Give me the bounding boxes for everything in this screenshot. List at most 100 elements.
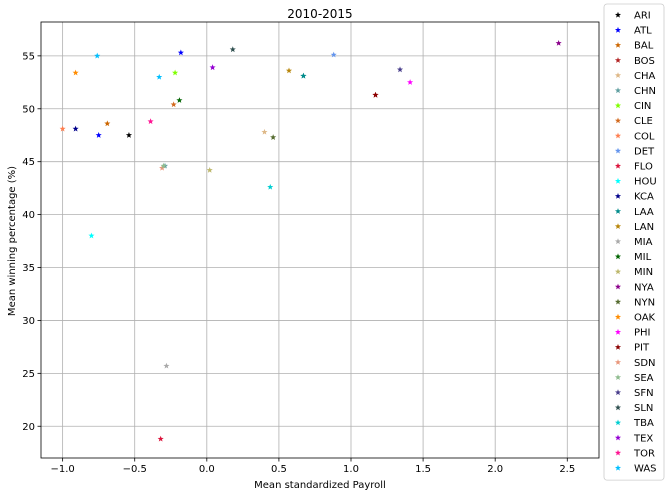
legend-marker — [614, 238, 622, 245]
legend-label: TEX — [633, 433, 653, 444]
legend-label: PIT — [634, 343, 650, 354]
point-cin — [172, 69, 179, 76]
x-tick-label: −0.5 — [123, 464, 147, 475]
legend-label: FLO — [634, 162, 653, 173]
point-cle — [170, 101, 177, 108]
legend-marker — [614, 72, 622, 78]
point-oak — [72, 69, 79, 76]
point-flo — [157, 435, 164, 442]
x-tick-label: 1.5 — [415, 464, 431, 475]
y-tick-label: 20 — [22, 422, 35, 433]
legend-label: PHI — [634, 328, 651, 339]
data-point — [156, 73, 163, 80]
legend[interactable]: ARI ATL BAL BOS CHA CHN CIN CLE COL DET FLO HOU KCA L… — [603, 3, 665, 481]
legend-marker — [614, 449, 622, 456]
legend-marker — [614, 117, 622, 124]
x-tick-label: 0.5 — [271, 464, 287, 475]
legend-label: BOS — [634, 56, 655, 67]
legend-marker — [614, 208, 622, 214]
legend-label: HOU — [634, 177, 657, 188]
legend-label: SLN — [634, 403, 653, 414]
point-nyn — [270, 134, 277, 140]
point-col — [59, 125, 66, 132]
x-tick-label: 2.5 — [559, 464, 575, 475]
x-tick-label: 0.0 — [199, 464, 215, 475]
legend-label: MIL — [634, 252, 652, 263]
point-tba — [267, 183, 274, 190]
legend-marker — [614, 177, 622, 184]
y-tick-label: 35 — [22, 263, 35, 274]
legend-label: SDN — [634, 358, 656, 369]
data-point — [177, 49, 184, 56]
data-points — [59, 39, 562, 442]
x-tick-label: 2.0 — [487, 464, 503, 475]
legend-marker — [614, 26, 622, 33]
plot-area — [40, 21, 600, 459]
legend-marker — [614, 344, 622, 350]
legend-marker — [614, 132, 622, 139]
point-phi — [407, 79, 414, 85]
legend-label: SEA — [634, 373, 654, 384]
data-point — [300, 72, 307, 79]
legend-marker — [614, 359, 622, 365]
legend-label: BAL — [634, 41, 654, 52]
legend-label: WAS — [634, 464, 657, 475]
legend-marker — [614, 389, 622, 396]
point-tor — [147, 118, 154, 125]
point-lan — [285, 67, 293, 74]
grid-lines — [41, 22, 599, 458]
point-hou — [88, 232, 95, 239]
point-det — [330, 51, 337, 58]
legend-marker — [614, 42, 622, 48]
legend-marker — [614, 434, 622, 441]
y-tick-label: 50 — [22, 104, 35, 115]
legend-label: SFN — [634, 388, 654, 399]
legend-marker — [614, 223, 622, 229]
legend-label: NYN — [634, 297, 655, 308]
y-tick-label: 45 — [22, 157, 35, 168]
point-atl — [95, 132, 102, 138]
legend-marker — [614, 313, 622, 320]
point-cha — [261, 128, 268, 135]
point-min — [206, 166, 213, 173]
legend-label: DET — [634, 146, 655, 157]
legend-marker — [614, 193, 622, 199]
point-ari — [125, 132, 132, 138]
point-nya — [555, 39, 562, 46]
legend-label: COL — [634, 131, 655, 142]
y-axis-label: Mean winning percentage (%) — [7, 166, 18, 316]
y-tick-label: 30 — [22, 316, 35, 327]
legend-label: CIN — [634, 101, 651, 112]
legend-marker — [614, 162, 622, 169]
x-tick-label: 1.0 — [343, 464, 359, 475]
legend-label: MIA — [634, 237, 653, 248]
legend-box — [603, 3, 665, 481]
point-tex — [209, 64, 216, 71]
legend-marker — [614, 464, 622, 471]
legend-marker — [614, 268, 622, 275]
legend-label: CHN — [634, 86, 656, 97]
point-sea — [160, 162, 167, 169]
legend-marker — [614, 419, 622, 426]
point-pit — [372, 91, 379, 98]
legend-marker — [614, 328, 622, 335]
point-sfn — [396, 66, 404, 73]
legend-label: NYA — [634, 282, 654, 293]
legend-label: ARI — [634, 11, 651, 22]
legend-label: CLE — [634, 116, 653, 127]
y-tick-label: 40 — [22, 210, 35, 221]
point-mil — [176, 97, 183, 103]
x-tick-label: −1.0 — [50, 464, 74, 475]
legend-marker — [614, 404, 622, 411]
legend-label: TOR — [633, 448, 655, 459]
legend-marker — [614, 87, 622, 94]
legend-label: CHA — [634, 71, 656, 82]
legend-label: OAK — [634, 313, 656, 324]
point-bal — [104, 120, 111, 127]
legend-label: MIN — [634, 267, 653, 278]
y-tick-label: 55 — [22, 51, 35, 62]
legend-marker — [614, 298, 622, 305]
chart-title: 2010-2015 — [287, 7, 352, 21]
